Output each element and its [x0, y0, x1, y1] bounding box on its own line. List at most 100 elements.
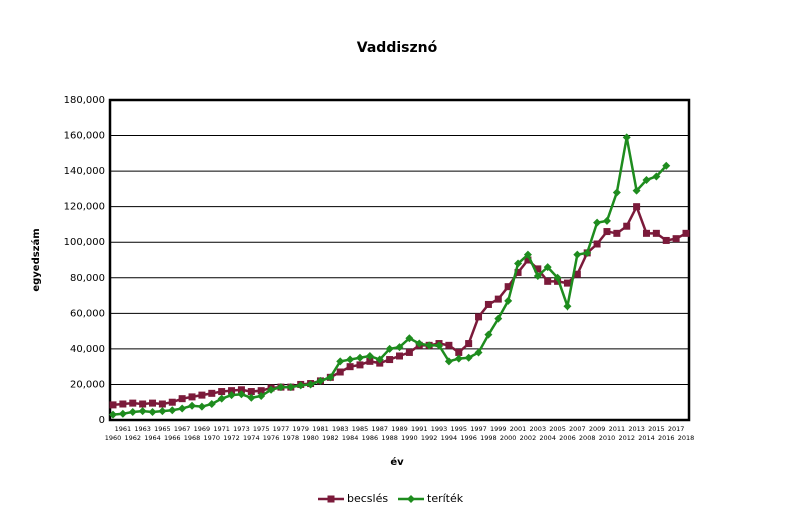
y-tick-label: 100,000	[64, 237, 105, 248]
x-tick-label: 1975	[253, 425, 270, 433]
y-tick-label: 160,000	[64, 131, 105, 142]
point	[652, 172, 661, 181]
x-tick-label: 1965	[154, 425, 171, 433]
point	[533, 272, 542, 280]
point	[484, 300, 492, 308]
x-tick-label: 1973	[233, 425, 250, 433]
x-tick-label: 1960	[105, 434, 122, 442]
x-tick-label: 2000	[500, 434, 517, 442]
legend-marker	[327, 495, 335, 503]
point	[454, 354, 463, 363]
x-tick-label: 1964	[144, 434, 161, 442]
point	[593, 240, 601, 248]
point	[208, 389, 216, 397]
point	[465, 340, 473, 348]
x-tick-label: 1978	[283, 434, 300, 442]
point	[228, 387, 236, 395]
point	[188, 401, 197, 410]
point	[158, 400, 166, 408]
x-tick-label: 1998	[480, 434, 497, 442]
point	[633, 203, 641, 211]
x-tick-label: 1967	[174, 425, 191, 433]
point	[524, 256, 532, 264]
point	[534, 265, 542, 273]
point	[316, 376, 325, 385]
x-tick-label: 1974	[243, 434, 260, 442]
plot-border	[108, 98, 691, 422]
point	[217, 394, 226, 403]
point	[109, 410, 117, 419]
point	[622, 133, 631, 142]
point	[563, 279, 571, 287]
series-line	[112, 137, 668, 416]
point	[346, 363, 354, 371]
point	[523, 250, 532, 259]
x-tick-label: 1995	[451, 425, 468, 433]
point	[207, 400, 216, 408]
point	[286, 383, 295, 392]
point	[455, 348, 463, 356]
point	[632, 186, 641, 195]
point	[652, 229, 660, 237]
point	[642, 176, 651, 184]
point	[198, 391, 206, 399]
x-tick-label: 1987	[371, 425, 388, 433]
x-tick-label: 1979	[292, 425, 309, 433]
x-tick-label: 1989	[391, 425, 408, 433]
point	[475, 313, 483, 321]
point	[484, 330, 493, 339]
x-tick-label: 1999	[490, 425, 507, 433]
point	[425, 341, 434, 350]
y-tick-label: 40,000	[70, 344, 105, 355]
x-tick-label: 2005	[549, 425, 566, 433]
y-tick-label: 120,000	[64, 202, 105, 213]
point	[385, 344, 394, 353]
x-tick-label: 1982	[322, 434, 339, 442]
point	[682, 229, 690, 237]
x-tick-label: 2015	[648, 425, 665, 433]
x-tick-label: 1963	[134, 425, 151, 433]
x-tick-label: 1988	[381, 434, 398, 442]
x-tick-label: 2008	[579, 434, 596, 442]
point	[662, 236, 670, 244]
y-tick-label: 180,000	[64, 95, 105, 106]
point	[464, 353, 473, 362]
point	[178, 395, 186, 403]
point	[415, 339, 424, 348]
point	[355, 353, 364, 362]
point	[257, 392, 266, 400]
point	[504, 296, 513, 305]
x-tick-label: 1970	[204, 434, 221, 442]
point	[197, 402, 206, 411]
x-tick-label: 2010	[599, 434, 616, 442]
x-tick-label: 2003	[530, 425, 547, 433]
point	[129, 399, 137, 407]
point	[118, 409, 127, 418]
point	[138, 407, 147, 416]
y-axis-title: egyedszám	[30, 228, 42, 291]
point	[543, 263, 552, 272]
point	[593, 218, 602, 227]
x-tick-label: 2016	[658, 434, 675, 442]
x-tick-label: 2014	[638, 434, 655, 442]
point	[563, 302, 572, 311]
x-tick-label: 2006	[559, 434, 576, 442]
point	[218, 388, 226, 396]
point	[642, 229, 650, 237]
point	[375, 355, 384, 364]
point	[623, 222, 631, 230]
x-axis-title: év	[390, 456, 404, 468]
point	[148, 408, 157, 416]
point	[444, 357, 453, 366]
x-tick-label: 1985	[352, 425, 369, 433]
point	[276, 383, 285, 392]
x-tick-label: 2004	[539, 434, 556, 442]
legend-marker	[407, 495, 415, 503]
legend-label: becslés	[347, 492, 388, 505]
point	[613, 229, 621, 237]
x-tick-label: 1980	[302, 434, 319, 442]
x-tick-label: 1986	[362, 434, 379, 442]
point	[119, 400, 127, 408]
